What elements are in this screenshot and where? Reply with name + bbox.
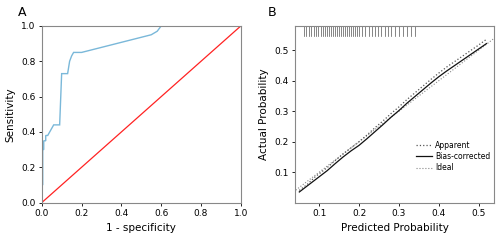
Apparent — [296, 189, 302, 192]
Apparent — [388, 112, 394, 115]
Apparent — [348, 146, 354, 149]
Bias-corrected — [484, 42, 490, 45]
Bias-corrected — [436, 75, 442, 78]
Text: A: A — [18, 6, 26, 19]
Apparent — [324, 166, 330, 169]
Apparent — [484, 38, 490, 41]
Bias-corrected — [372, 130, 378, 133]
Apparent — [404, 98, 410, 101]
Apparent — [364, 134, 370, 136]
Apparent — [436, 72, 442, 75]
Apparent — [356, 140, 362, 143]
Bias-corrected — [348, 149, 354, 152]
Bias-corrected — [460, 59, 466, 61]
Bias-corrected — [316, 175, 322, 178]
Bias-corrected — [356, 144, 362, 147]
Bias-corrected — [324, 169, 330, 172]
Text: B: B — [268, 6, 276, 19]
Bias-corrected — [420, 88, 426, 91]
Apparent — [372, 126, 378, 129]
X-axis label: 1 - specificity: 1 - specificity — [106, 223, 176, 234]
Bias-corrected — [296, 190, 302, 193]
Apparent — [340, 152, 346, 155]
Apparent — [420, 85, 426, 88]
Bias-corrected — [380, 123, 386, 126]
Apparent — [332, 159, 338, 162]
Bias-corrected — [304, 185, 310, 187]
Apparent — [380, 120, 386, 122]
Bias-corrected — [340, 156, 346, 158]
Bias-corrected — [396, 109, 402, 112]
Bias-corrected — [332, 162, 338, 165]
Bias-corrected — [468, 53, 473, 56]
Apparent — [312, 175, 318, 178]
Bias-corrected — [452, 64, 458, 67]
Apparent — [428, 78, 434, 81]
Apparent — [468, 49, 473, 52]
Apparent — [444, 66, 450, 69]
X-axis label: Predicted Probability: Predicted Probability — [341, 223, 449, 234]
Apparent — [316, 172, 322, 175]
Bias-corrected — [364, 137, 370, 140]
Apparent — [476, 44, 482, 47]
Legend: Apparent, Bias-corrected, Ideal: Apparent, Bias-corrected, Ideal — [416, 141, 490, 172]
Bias-corrected — [312, 178, 318, 181]
Bias-corrected — [388, 116, 394, 119]
Apparent — [452, 60, 458, 63]
Line: Bias-corrected: Bias-corrected — [300, 43, 486, 192]
Line: Apparent: Apparent — [300, 39, 486, 190]
Apparent — [304, 183, 310, 186]
Apparent — [460, 55, 466, 58]
Apparent — [412, 92, 418, 94]
Apparent — [396, 106, 402, 109]
Bias-corrected — [404, 102, 410, 105]
Y-axis label: Actual Probability: Actual Probability — [259, 68, 269, 160]
Bias-corrected — [476, 48, 482, 50]
Bias-corrected — [444, 70, 450, 72]
Bias-corrected — [412, 95, 418, 98]
Y-axis label: Sensitivity: Sensitivity — [6, 87, 16, 141]
Bias-corrected — [428, 82, 434, 85]
